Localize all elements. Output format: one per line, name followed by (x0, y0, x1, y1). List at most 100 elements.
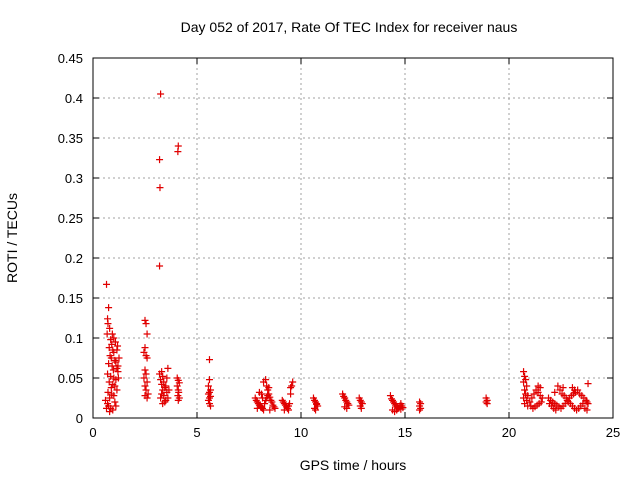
data-point (164, 364, 172, 372)
data-point (311, 404, 319, 412)
data-point (534, 382, 542, 390)
data-point (105, 360, 113, 368)
data-point (538, 394, 546, 402)
x-tick-label: 5 (193, 425, 200, 440)
y-tick-label: 0.3 (65, 171, 83, 186)
y-tick-label: 0.15 (58, 291, 83, 306)
data-point (173, 382, 181, 390)
data-point (107, 384, 115, 392)
data-point (106, 394, 114, 402)
data-point (106, 324, 114, 332)
data-point (417, 404, 425, 412)
data-point (108, 330, 116, 338)
data-point (521, 372, 529, 380)
data-point (528, 394, 536, 402)
data-point (530, 390, 538, 398)
data-point (255, 388, 263, 396)
data-point (156, 184, 164, 192)
x-tick-label: 0 (89, 425, 96, 440)
data-point (344, 400, 352, 408)
data-point (265, 390, 273, 398)
data-point (287, 384, 295, 392)
data-point (114, 342, 122, 350)
x-axis-label: GPS time / hours (300, 457, 407, 473)
data-point (253, 404, 261, 412)
data-point (107, 372, 115, 380)
x-tick-label: 15 (398, 425, 412, 440)
data-point (106, 408, 114, 416)
data-point (174, 148, 182, 156)
data-point (109, 366, 117, 374)
data-point (554, 382, 562, 390)
data-point (157, 90, 165, 98)
data-point (357, 404, 365, 412)
data-point (266, 406, 274, 414)
x-tick-label: 25 (606, 425, 620, 440)
data-point (107, 354, 115, 362)
data-point (109, 406, 117, 414)
data-point (286, 400, 294, 408)
data-point (165, 386, 173, 394)
data-point (158, 380, 166, 388)
y-tick-label: 0 (76, 411, 83, 426)
data-point (162, 382, 170, 390)
data-point (107, 336, 115, 344)
data-point (162, 396, 170, 404)
data-point (142, 320, 150, 328)
data-point (111, 382, 119, 390)
data-point (262, 376, 270, 384)
data-point (205, 356, 213, 364)
data-point (520, 378, 528, 386)
data-point (524, 392, 532, 400)
data-point (398, 402, 406, 410)
data-point (260, 406, 268, 414)
data-point (140, 374, 148, 382)
plot-frame (92, 57, 614, 419)
data-point (175, 388, 183, 396)
data-point (259, 394, 267, 402)
y-tick-label: 0.05 (58, 371, 83, 386)
data-point (523, 382, 531, 390)
data-point (143, 330, 151, 338)
data-point (267, 396, 275, 404)
data-point (266, 393, 274, 401)
data-point (144, 390, 152, 398)
y-tick-label: 0.45 (58, 51, 83, 66)
y-tick-label: 0.2 (65, 251, 83, 266)
data-point (105, 304, 113, 312)
data-point (285, 406, 293, 414)
data-point (174, 396, 182, 404)
data-point (579, 400, 587, 408)
data-points (101, 90, 592, 416)
data-point (583, 406, 591, 414)
data-point (157, 394, 165, 402)
x-tick-label: 20 (502, 425, 516, 440)
data-point (207, 402, 215, 410)
y-tick-label: 0.4 (65, 91, 83, 106)
data-point (207, 392, 215, 400)
y-tick-label: 0.35 (58, 131, 83, 146)
data-point (114, 374, 122, 382)
data-point (111, 398, 119, 406)
data-point (205, 376, 213, 384)
data-point (113, 386, 121, 394)
data-point (141, 366, 149, 374)
data-point (584, 380, 592, 388)
data-point (268, 398, 276, 406)
x-tick-label: 10 (294, 425, 308, 440)
data-point (482, 398, 490, 406)
data-point (156, 262, 164, 270)
data-point (288, 382, 296, 390)
data-point (527, 402, 535, 410)
data-point (520, 368, 528, 376)
data-point (313, 400, 321, 408)
data-point (391, 408, 399, 416)
y-tick-label: 0.25 (58, 211, 83, 226)
data-point (156, 156, 164, 164)
data-point (111, 356, 119, 364)
data-point (551, 388, 559, 396)
data-point (111, 338, 119, 346)
data-point (261, 400, 269, 408)
y-axis-label: ROTI / TECUs (4, 193, 20, 283)
